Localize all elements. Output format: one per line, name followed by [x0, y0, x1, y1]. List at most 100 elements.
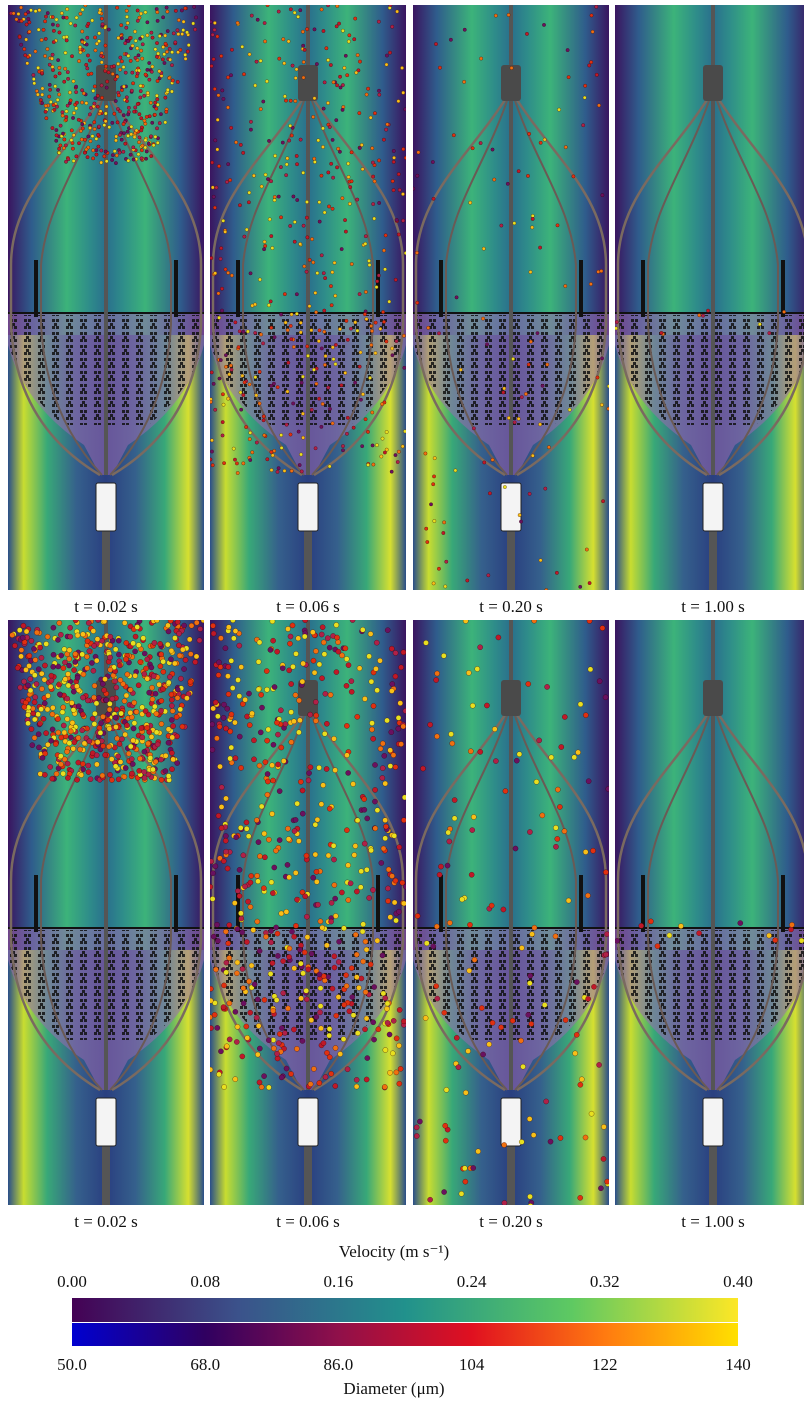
particle — [495, 1207, 500, 1212]
particle — [112, 64, 115, 67]
particle — [98, 112, 101, 115]
particle — [71, 116, 74, 119]
particle — [372, 984, 377, 989]
particle — [25, 721, 30, 726]
particle — [150, 697, 155, 702]
particle — [317, 972, 322, 977]
particle — [372, 463, 375, 466]
particle — [297, 698, 302, 703]
particle — [253, 84, 256, 87]
particle — [402, 334, 405, 337]
particle — [95, 137, 98, 140]
particle — [314, 879, 319, 884]
particle — [58, 753, 63, 758]
particle — [54, 771, 59, 776]
particle — [394, 1036, 399, 1041]
particle — [51, 664, 56, 669]
particle — [88, 59, 91, 62]
particle — [290, 337, 293, 340]
particle — [359, 869, 364, 874]
particle — [275, 762, 280, 767]
particle — [678, 924, 683, 929]
particle — [117, 663, 122, 668]
particle — [222, 403, 225, 406]
particle — [254, 818, 259, 823]
particle — [353, 38, 356, 41]
particle — [43, 731, 48, 736]
particle — [50, 57, 53, 60]
particle — [398, 701, 403, 706]
particle — [140, 117, 143, 120]
particle — [175, 619, 180, 624]
particle — [389, 3, 392, 6]
particle — [262, 419, 265, 422]
particle — [294, 76, 297, 79]
particle — [283, 95, 286, 98]
particle — [738, 920, 743, 925]
particle — [397, 1007, 402, 1012]
particle — [283, 292, 286, 295]
particle — [133, 135, 136, 138]
particle — [167, 674, 172, 679]
particle — [344, 753, 349, 758]
particle — [80, 89, 83, 92]
particle — [187, 43, 190, 46]
particle — [490, 1020, 495, 1025]
particle — [138, 136, 141, 139]
particle — [295, 163, 298, 166]
particle — [130, 89, 133, 92]
particle — [302, 60, 305, 63]
particle — [50, 727, 55, 732]
particle — [60, 12, 63, 15]
particle — [660, 331, 663, 334]
particle — [384, 718, 389, 723]
particle — [553, 825, 558, 830]
particle — [217, 292, 220, 295]
particle — [135, 624, 140, 629]
particle — [263, 434, 266, 437]
particle — [140, 57, 143, 60]
particle — [434, 984, 439, 989]
particle — [782, 310, 785, 313]
particle — [90, 72, 93, 75]
particle — [276, 470, 279, 473]
particle — [555, 571, 558, 574]
particle — [72, 133, 75, 136]
particle — [380, 455, 383, 458]
particle — [183, 53, 186, 56]
particle — [344, 230, 347, 233]
particle — [79, 772, 84, 777]
particle — [426, 540, 429, 543]
particle — [217, 164, 220, 167]
particle — [49, 673, 54, 678]
particle — [537, 738, 542, 743]
particle — [301, 436, 304, 439]
particle — [358, 146, 361, 149]
particle — [284, 173, 287, 176]
particle — [224, 268, 227, 271]
particle — [84, 654, 89, 659]
particle — [471, 147, 474, 150]
particle — [251, 927, 256, 932]
simulation-panel: t = 1.00 s — [614, 5, 804, 616]
particle — [399, 741, 404, 746]
particle — [45, 707, 50, 712]
particle — [564, 284, 567, 287]
particle — [305, 216, 308, 219]
particle — [362, 696, 367, 701]
particle — [259, 333, 262, 336]
particle — [210, 747, 215, 752]
particle — [120, 60, 123, 63]
particle — [122, 774, 127, 779]
particle — [404, 108, 407, 111]
particle — [265, 771, 270, 776]
particle — [40, 755, 45, 760]
particle — [394, 453, 397, 456]
particle — [40, 71, 43, 74]
particle — [256, 18, 259, 21]
particle — [443, 1138, 448, 1143]
particle — [362, 841, 367, 846]
particle — [233, 458, 236, 461]
particle — [229, 745, 234, 750]
particle — [240, 1054, 245, 1059]
